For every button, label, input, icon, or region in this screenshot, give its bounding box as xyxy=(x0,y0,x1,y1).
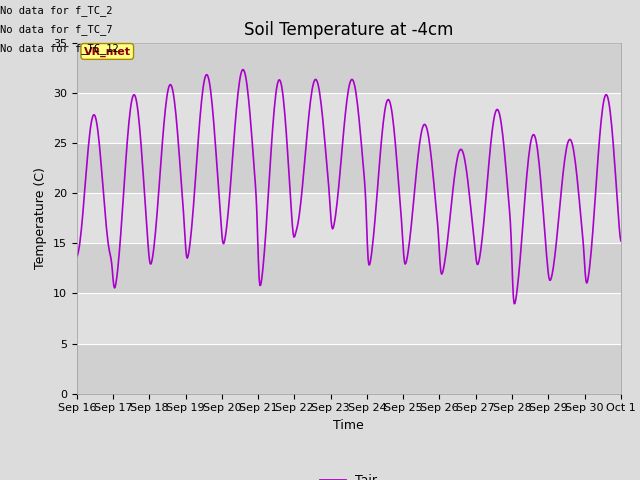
Text: No data for f_TC_7: No data for f_TC_7 xyxy=(0,24,113,35)
X-axis label: Time: Time xyxy=(333,419,364,432)
Bar xyxy=(77,293,621,344)
Bar xyxy=(77,344,621,394)
Bar xyxy=(77,243,621,293)
Text: No data for f_TC_12: No data for f_TC_12 xyxy=(0,43,119,54)
Legend: Tair: Tair xyxy=(316,469,382,480)
Y-axis label: Temperature (C): Temperature (C) xyxy=(35,168,47,269)
Text: VR_met: VR_met xyxy=(84,46,131,57)
Title: Soil Temperature at -4cm: Soil Temperature at -4cm xyxy=(244,21,454,39)
Bar xyxy=(77,43,621,93)
Bar xyxy=(77,193,621,243)
Text: No data for f_TC_2: No data for f_TC_2 xyxy=(0,5,113,16)
Bar xyxy=(77,144,621,193)
Bar xyxy=(77,93,621,144)
